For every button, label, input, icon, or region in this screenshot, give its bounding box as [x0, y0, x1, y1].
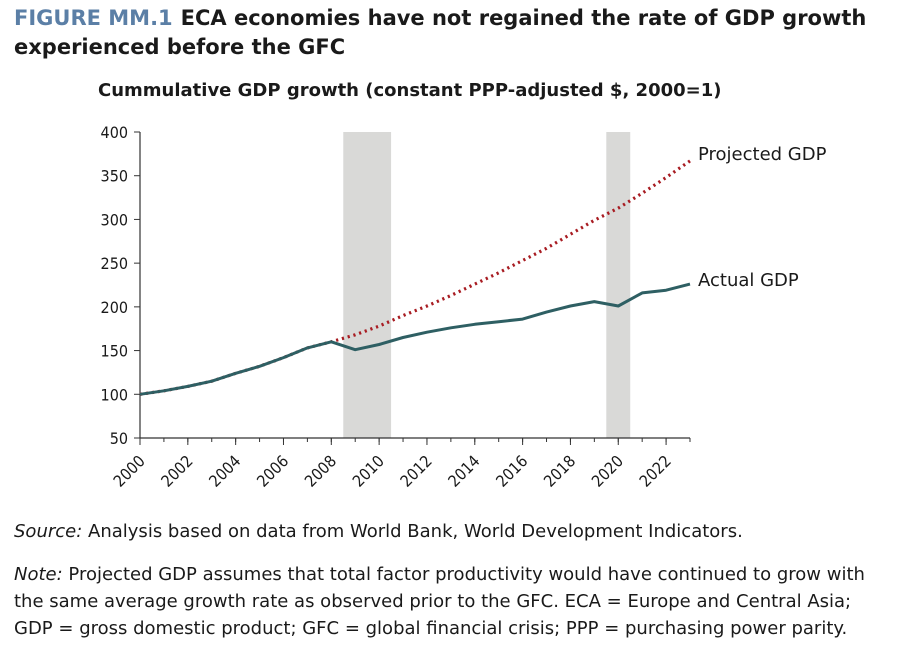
y-tick-label: 200: [101, 298, 128, 317]
series-line-projected-gdp: [139, 159, 691, 396]
y-tick-label: 100: [101, 385, 128, 404]
note-text: Projected GDP assumes that total factor …: [14, 564, 865, 639]
series-labels: Projected GDP Actual GDP: [698, 144, 827, 291]
y-tick-label: 350: [101, 167, 128, 186]
source-note: Source: Analysis based on data from Worl…: [14, 519, 894, 545]
series-label-actual-gdp: Actual GDP: [698, 270, 799, 291]
note-label: Note:: [14, 564, 63, 585]
x-tick-label: 2020: [588, 451, 627, 490]
y-tick-label: 250: [101, 254, 128, 273]
y-tick-label: 50: [110, 429, 128, 448]
shaded-period-covid: [606, 132, 631, 438]
note-text-block: Note: Projected GDP assumes that total f…: [14, 561, 894, 642]
series-label-projected-gdp: Projected GDP: [698, 144, 827, 165]
x-tick-label: 2016: [492, 451, 531, 490]
shaded-periods: [343, 132, 631, 438]
y-tick-label: 300: [101, 210, 128, 229]
figure-title-text: ECA economies have not regained the rate…: [14, 6, 867, 59]
x-tick-label: 2012: [396, 451, 435, 490]
x-tick-label: 2008: [301, 451, 340, 490]
x-tick-label: 2010: [349, 451, 388, 490]
source-label: Source:: [14, 521, 83, 542]
figure-title: FIGURE MM.1 ECA economies have not regain…: [14, 4, 884, 62]
series-lines: [139, 159, 691, 396]
x-tick-label: 2018: [540, 451, 579, 490]
shaded-period-gfc: [343, 132, 392, 438]
source-text: Analysis based on data from World Bank, …: [88, 521, 743, 542]
chart-title: Cummulative GDP growth (constant PPP-adj…: [98, 80, 722, 101]
x-tick-label: 2006: [253, 451, 292, 490]
figure-label: FIGURE MM.1: [14, 6, 173, 30]
x-tick-label: 2022: [636, 451, 675, 490]
y-tick-label: 150: [101, 342, 128, 361]
y-tick-label: 400: [101, 123, 128, 142]
series-line-actual-gdp: [139, 282, 691, 396]
x-tick-label: 2000: [109, 451, 148, 490]
x-tick-label: 2002: [157, 451, 196, 490]
x-tick-label: 2004: [205, 451, 244, 490]
x-tick-label: 2014: [444, 451, 483, 490]
